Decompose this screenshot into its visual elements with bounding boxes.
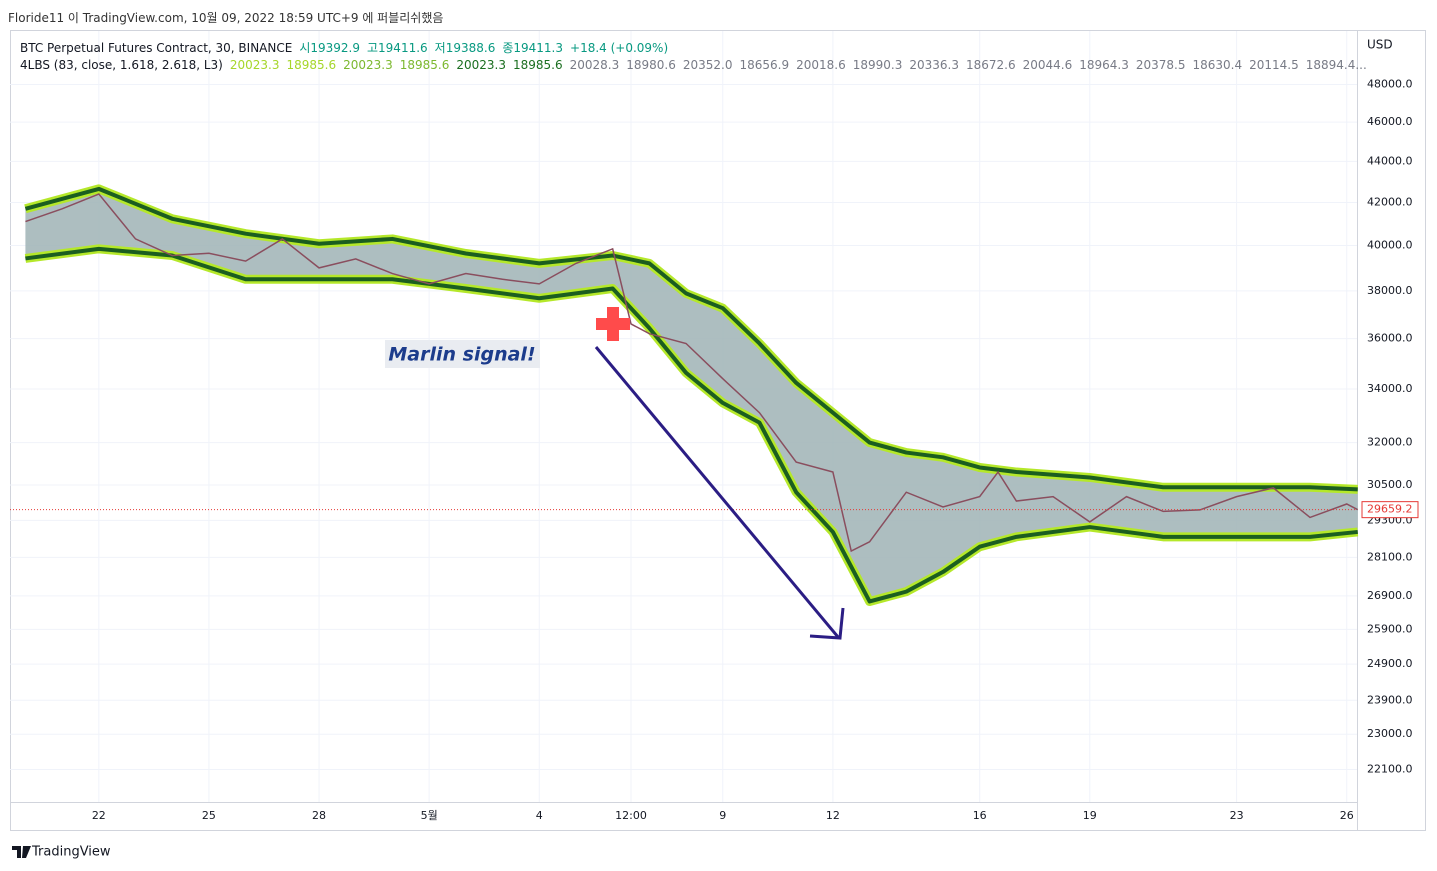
y-tick-label: 24900.0 xyxy=(1367,657,1413,670)
indicator-value: 18656.9 xyxy=(739,58,790,72)
indicator-value: 18990.3 xyxy=(852,58,903,72)
y-tick-label: 38000.0 xyxy=(1367,284,1413,297)
x-tick-label: 16 xyxy=(973,809,987,822)
indicator-value: 18985.6 xyxy=(399,58,450,72)
legend-line-1: BTC Perpetual Futures Contract, 30, BINA… xyxy=(20,39,682,56)
y-tick-label: 40000.0 xyxy=(1367,239,1413,252)
x-tick-label: 26 xyxy=(1340,809,1354,822)
indicator-value: 20023.3 xyxy=(456,58,506,72)
y-tick-label: 26900.0 xyxy=(1367,589,1413,602)
x-tick-label: 28 xyxy=(312,809,326,822)
signal-arrow xyxy=(594,346,845,640)
indicator: 4LBS (83, close, 1.618, 2.618, L3) xyxy=(20,58,223,72)
y-tick-label: 32000.0 xyxy=(1367,436,1413,449)
x-tick-label: 12:00 xyxy=(615,809,647,822)
y-tick-label: 22100.0 xyxy=(1367,762,1413,775)
y-tick-label: 25900.0 xyxy=(1367,622,1413,635)
indicator-value: 20018.6 xyxy=(796,58,846,72)
ohlc-value: 종19411.3 xyxy=(502,41,564,55)
y-tick-label: 44000.0 xyxy=(1367,154,1413,167)
band-line xyxy=(24,186,1358,492)
x-tick-label: 23 xyxy=(1230,809,1244,822)
last-price-box xyxy=(1361,501,1419,519)
publish-note: Floride11 이 TradingView.com, 10월 09, 202… xyxy=(8,11,444,25)
indicator-value: 18630.4 xyxy=(1192,58,1243,72)
x-tick-label: 9 xyxy=(719,809,726,822)
indicator-value: 20023.3 xyxy=(343,58,393,72)
ohlc-value: 시19392.9 xyxy=(299,41,360,55)
y-tick-label: 36000.0 xyxy=(1367,332,1413,345)
signal-cross xyxy=(596,307,630,341)
chart-border xyxy=(10,30,1426,831)
x-tick-label: 4 xyxy=(536,809,543,822)
indicator-value: 20044.6 xyxy=(1022,58,1073,72)
symbol: BTC Perpetual Futures Contract, 30, BINA… xyxy=(20,41,293,55)
indicator-value: 20336.3 xyxy=(909,58,959,72)
annotation: Marlin signal! xyxy=(388,344,535,366)
legend-line-2: 4LBS (83, close, 1.618, 2.618, L3) 20023.… xyxy=(20,58,1381,72)
ohlc-value: +18.4 (+0.09%) xyxy=(570,41,669,55)
indicator-value: 20352.0 xyxy=(682,58,733,72)
annotation-box xyxy=(385,340,540,368)
axis-unit: USD xyxy=(1367,38,1393,52)
indicator-value: 18985.6 xyxy=(512,58,563,72)
ohlc-value: 저19388.6 xyxy=(434,41,496,55)
y-tick-label: 46000.0 xyxy=(1367,115,1413,128)
x-tick-label: 12 xyxy=(826,809,840,822)
y-tick-label: 23900.0 xyxy=(1367,693,1413,706)
y-tick-label: 28100.0 xyxy=(1367,550,1413,563)
indicator-value: 20023.3 xyxy=(229,58,280,72)
band-line xyxy=(25,246,1358,604)
plot xyxy=(10,31,1359,802)
x-tick-label: 22 xyxy=(92,809,106,822)
brand-logo xyxy=(12,846,31,858)
indicator-value: 20028.3 xyxy=(569,58,620,72)
y-tick-label: 30500.0 xyxy=(1367,478,1413,491)
x-tick-label: 5월 xyxy=(421,809,438,822)
y-tick-label: 23000.0 xyxy=(1367,727,1413,740)
indicator-values: 20023.3 18985.6 20023.3 18985.6 20023.3 18985… xyxy=(230,58,1374,72)
last-price-label: 29659.2 xyxy=(1367,503,1413,516)
indicator-value: 20378.5 xyxy=(1135,58,1186,72)
indicator-value: 18672.6 xyxy=(965,58,1016,72)
brand: TradingView xyxy=(31,845,111,860)
x-tick-label: 25 xyxy=(202,809,216,822)
band-fill xyxy=(25,188,1358,602)
price-line xyxy=(25,193,1359,553)
ohlc-value: 고19411.6 xyxy=(367,41,428,55)
y-tick-label: 42000.0 xyxy=(1367,195,1413,208)
y-tick-label: 34000.0 xyxy=(1367,382,1413,395)
x-tick-label: 19 xyxy=(1083,809,1097,822)
indicator-value: 18964.3 xyxy=(1079,58,1129,72)
ohlc: 시19392.9 고19411.6 저19388.6 종19411.3 +18.4 (+… xyxy=(299,41,675,55)
indicator-value: 18985.6 xyxy=(286,58,337,72)
indicator-value: 18894.4... xyxy=(1305,58,1367,72)
y-tick-label: 48000.0 xyxy=(1367,78,1413,91)
indicator-value: 20114.5 xyxy=(1249,58,1299,72)
indicator-value: 18980.6 xyxy=(626,58,676,72)
